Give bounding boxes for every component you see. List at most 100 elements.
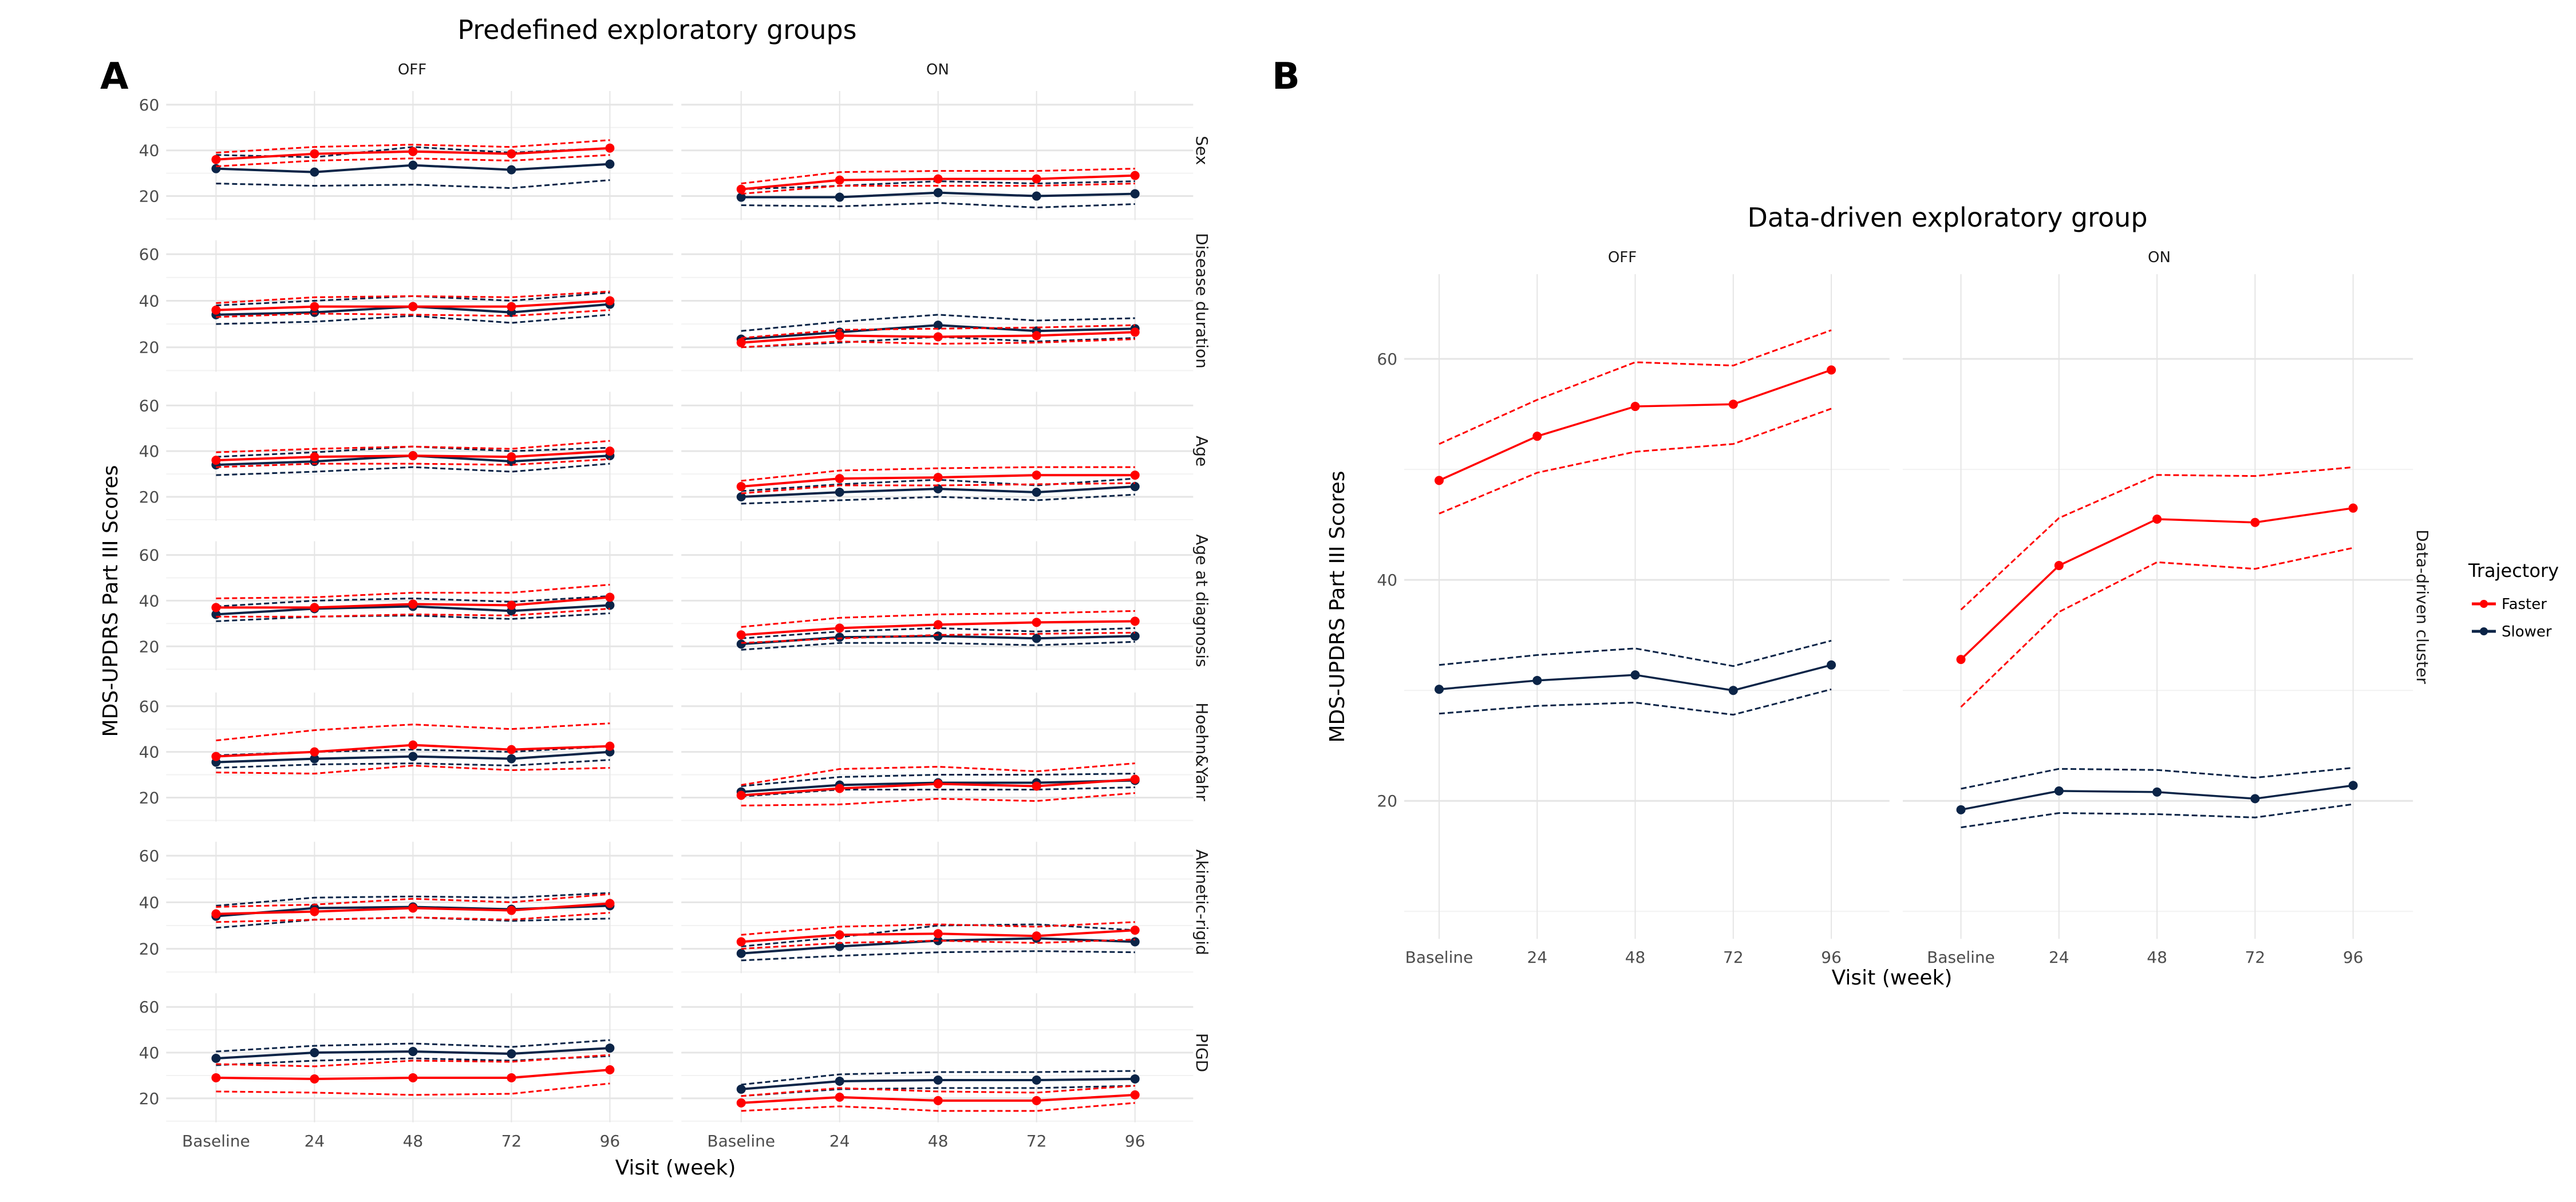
legend-faster-marker — [2480, 600, 2488, 608]
slower-point — [2054, 786, 2064, 796]
faster-upper-ci-line — [216, 722, 610, 742]
facet-off: 20 40 60 — [139, 392, 673, 521]
slower-lower-ci-line — [216, 179, 610, 189]
panel-a-row-age: 20 40 60 Age — [139, 392, 1211, 521]
slower-lower-ci-line — [741, 202, 1135, 209]
faster-point — [835, 331, 844, 341]
facet-off: 20 40 60 — [139, 240, 673, 372]
faster-point — [507, 302, 516, 311]
faster-point — [835, 474, 844, 484]
facet-on — [681, 541, 1194, 671]
slower-point — [1532, 675, 1542, 685]
faster-point — [605, 899, 615, 908]
faster-point — [605, 1065, 615, 1074]
slower-point — [1032, 1075, 1041, 1085]
slower-point — [736, 948, 746, 958]
panel-a-plots: 20 40 60 Sex 20 40 60 Disease duration 20 40 60 Age… — [139, 90, 1211, 1150]
faster-point — [933, 620, 943, 630]
faster-lower-ci-line — [741, 1102, 1135, 1112]
faster-lower-ci-line — [741, 183, 1135, 195]
faster-upper-ci-line — [216, 139, 610, 154]
x-tick-label: 72 — [501, 1132, 522, 1150]
faster-point — [211, 155, 221, 164]
slower-lower-ci-line — [1961, 803, 2353, 829]
facet-on — [681, 240, 1194, 372]
faster-point — [1032, 781, 1041, 791]
faster-point — [605, 296, 615, 306]
faster-lower-ci-line — [741, 631, 1135, 644]
panel-a-row-disease-duration: 20 40 60 Disease duration — [139, 233, 1211, 372]
slower-lower-ci-line — [741, 493, 1135, 505]
slower-lower-ci-line — [216, 314, 610, 325]
slower-point — [933, 631, 943, 641]
slower-point — [310, 1048, 319, 1058]
faster-upper-ci-line — [741, 168, 1135, 185]
slower-lower-ci-line — [741, 950, 1135, 962]
x-tick-label: Baseline — [1927, 948, 1995, 967]
slower-point — [605, 1043, 615, 1053]
y-tick-label: 60 — [139, 396, 160, 415]
faster-point — [1130, 1090, 1140, 1100]
panel-b-strip-on: ON — [2148, 249, 2171, 266]
panel-a-row-sex: 20 40 60 Sex — [139, 90, 1211, 220]
faster-point — [1130, 616, 1140, 626]
faster-upper-ci-line — [216, 290, 610, 305]
faster-point — [1032, 931, 1041, 941]
faster-point — [507, 1073, 516, 1082]
facet-off: 20 40 60 — [139, 541, 673, 671]
facet-off: 20 40 60 — [139, 841, 673, 974]
y-tick-label: 40 — [1377, 571, 1397, 590]
faster-point — [736, 790, 746, 800]
y-tick-label: 20 — [139, 338, 160, 357]
faster-upper-ci-line — [741, 466, 1135, 482]
x-tick-label: Baseline — [1405, 948, 1473, 967]
faster-point — [310, 747, 319, 757]
faster-lower-ci-line — [741, 338, 1135, 349]
faster-point — [933, 779, 943, 789]
faster-point — [211, 305, 221, 315]
y-tick-label: 40 — [139, 141, 160, 160]
panel-b-plots: 20 40 60 Baseline 24 48 72 96 Baseline 24 48 72 96 — [1377, 274, 2413, 967]
y-tick-label: 40 — [139, 893, 160, 912]
slower-point — [933, 188, 943, 197]
y-tick-label: 60 — [1377, 350, 1397, 369]
row-strip-label: Akinetic-rigid — [1192, 849, 1211, 955]
slower-point — [408, 1047, 418, 1057]
faster-point — [310, 907, 319, 916]
slower-point — [835, 942, 844, 951]
panel-a-row-akinetic-rigid: 20 40 60 Akinetic-rigid — [139, 841, 1211, 974]
panel-a-strip-off: OFF — [398, 61, 426, 78]
faster-lower-ci-line — [1439, 408, 1832, 515]
panel-b-letter: B — [1272, 56, 1300, 98]
y-tick-label: 60 — [139, 847, 160, 865]
y-tick-label: 40 — [139, 743, 160, 762]
legend-title: Trajectory — [2468, 560, 2559, 582]
faster-upper-ci-line — [216, 893, 610, 908]
faster-point — [605, 446, 615, 456]
slower-point — [1728, 686, 1738, 695]
facet-on — [681, 841, 1194, 974]
faster-point — [2348, 503, 2358, 513]
x-tick-label: 96 — [2343, 948, 2364, 967]
slower-point — [736, 492, 746, 501]
x-tick-label: 96 — [600, 1132, 621, 1150]
slower-point — [933, 321, 943, 330]
slower-point — [736, 192, 746, 202]
slower-point — [507, 165, 516, 175]
slower-point — [1032, 634, 1041, 643]
panel-b-strip-off: OFF — [1608, 249, 1637, 266]
panel-a-row-hoehn-yahr: 20 40 60 Hoehn&Yahr — [139, 692, 1211, 822]
slower-point — [1032, 488, 1041, 497]
x-tick-label: 24 — [1527, 948, 1547, 967]
slower-point — [1130, 1074, 1140, 1084]
row-strip-label: Sex — [1192, 136, 1211, 165]
facet-off: 20 40 60 Baseline 24 48 72 96 — [139, 993, 673, 1150]
panel-b-facet-off: 20 40 60 Baseline 24 48 72 96 — [1377, 274, 1890, 967]
faster-point — [408, 903, 418, 913]
faster-point — [1728, 400, 1738, 409]
faster-point — [2250, 517, 2260, 527]
slower-point — [1434, 685, 1444, 694]
slower-point — [835, 1076, 844, 1086]
faster-point — [408, 1073, 418, 1082]
slower-point — [2152, 787, 2162, 797]
